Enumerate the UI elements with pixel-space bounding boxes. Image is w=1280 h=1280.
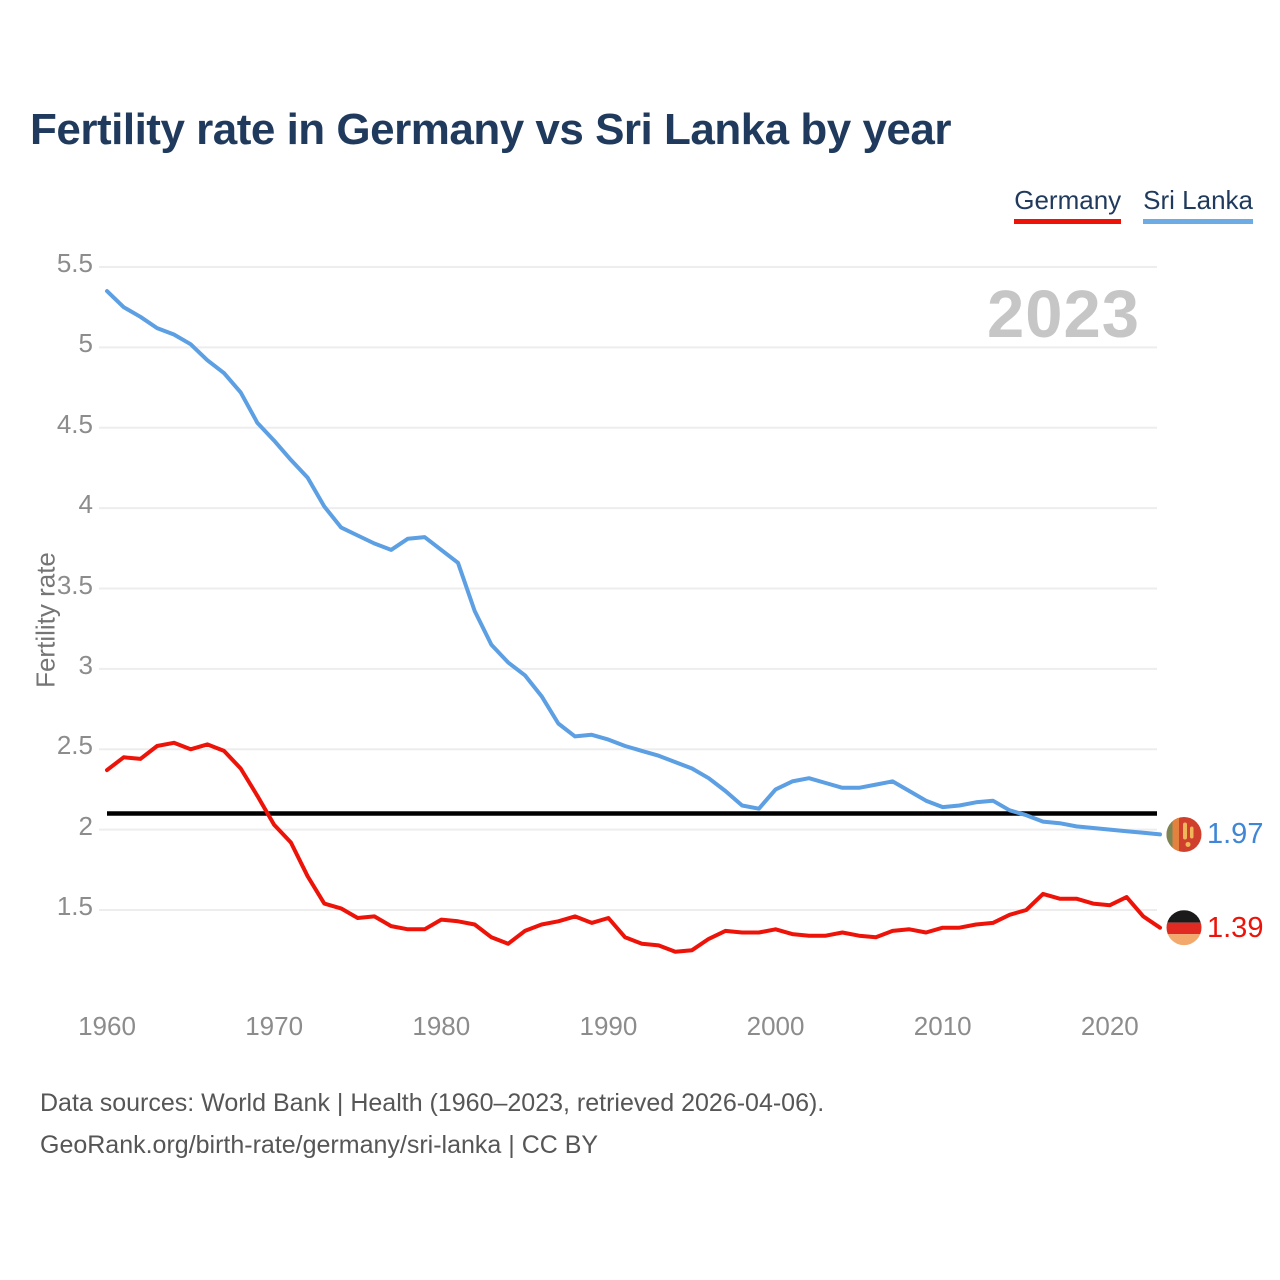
x-tick-label: 1980 <box>412 1011 471 1041</box>
source-line-2: GeoRank.org/birth-rate/germany/sri-lanka… <box>40 1131 599 1159</box>
x-tick-label: 2020 <box>1080 1011 1139 1041</box>
source-footer: Data sources: World Bank | Health (1960–… <box>40 1082 824 1166</box>
y-tick-label: 2 <box>78 810 93 841</box>
end-value-label-germany: 1.39 <box>1207 911 1264 944</box>
y-tick-label: 5 <box>78 328 93 359</box>
series-line-sri-lanka <box>105 289 1162 837</box>
y-tick-label: 5.5 <box>56 248 93 278</box>
y-tick-label: 4 <box>78 489 93 520</box>
y-tick-label: 2.5 <box>56 730 93 761</box>
source-line-1: Data sources: World Bank | Health (1960–… <box>40 1089 825 1117</box>
x-tick-label: 1990 <box>579 1011 638 1041</box>
y-tick-label: 3.5 <box>56 569 93 600</box>
y-tick-label: 4.5 <box>56 408 93 439</box>
y-tick-label: 3 <box>78 649 93 680</box>
series-line-germany <box>105 740 1162 954</box>
sri-lanka-flag-icon <box>1166 816 1202 852</box>
page-title: Fertility rate in Germany vs Sri Lanka b… <box>30 105 951 154</box>
end-value-label-sri-lanka: 1.97 <box>1207 818 1264 851</box>
legend-item-germany: Germany <box>1014 186 1122 224</box>
x-tick-label: 2000 <box>746 1011 805 1041</box>
x-tick-label: 1970 <box>245 1011 304 1041</box>
x-tick-label: 2010 <box>913 1011 972 1041</box>
legend-item-sri-lanka: Sri Lanka <box>1143 186 1253 224</box>
x-tick-label: 1960 <box>78 1011 136 1041</box>
germany-flag-icon <box>1166 910 1202 946</box>
year-watermark: 2023 <box>986 277 1140 352</box>
legend: Germany Sri Lanka <box>1014 186 1253 224</box>
y-tick-label: 1.5 <box>56 891 93 921</box>
